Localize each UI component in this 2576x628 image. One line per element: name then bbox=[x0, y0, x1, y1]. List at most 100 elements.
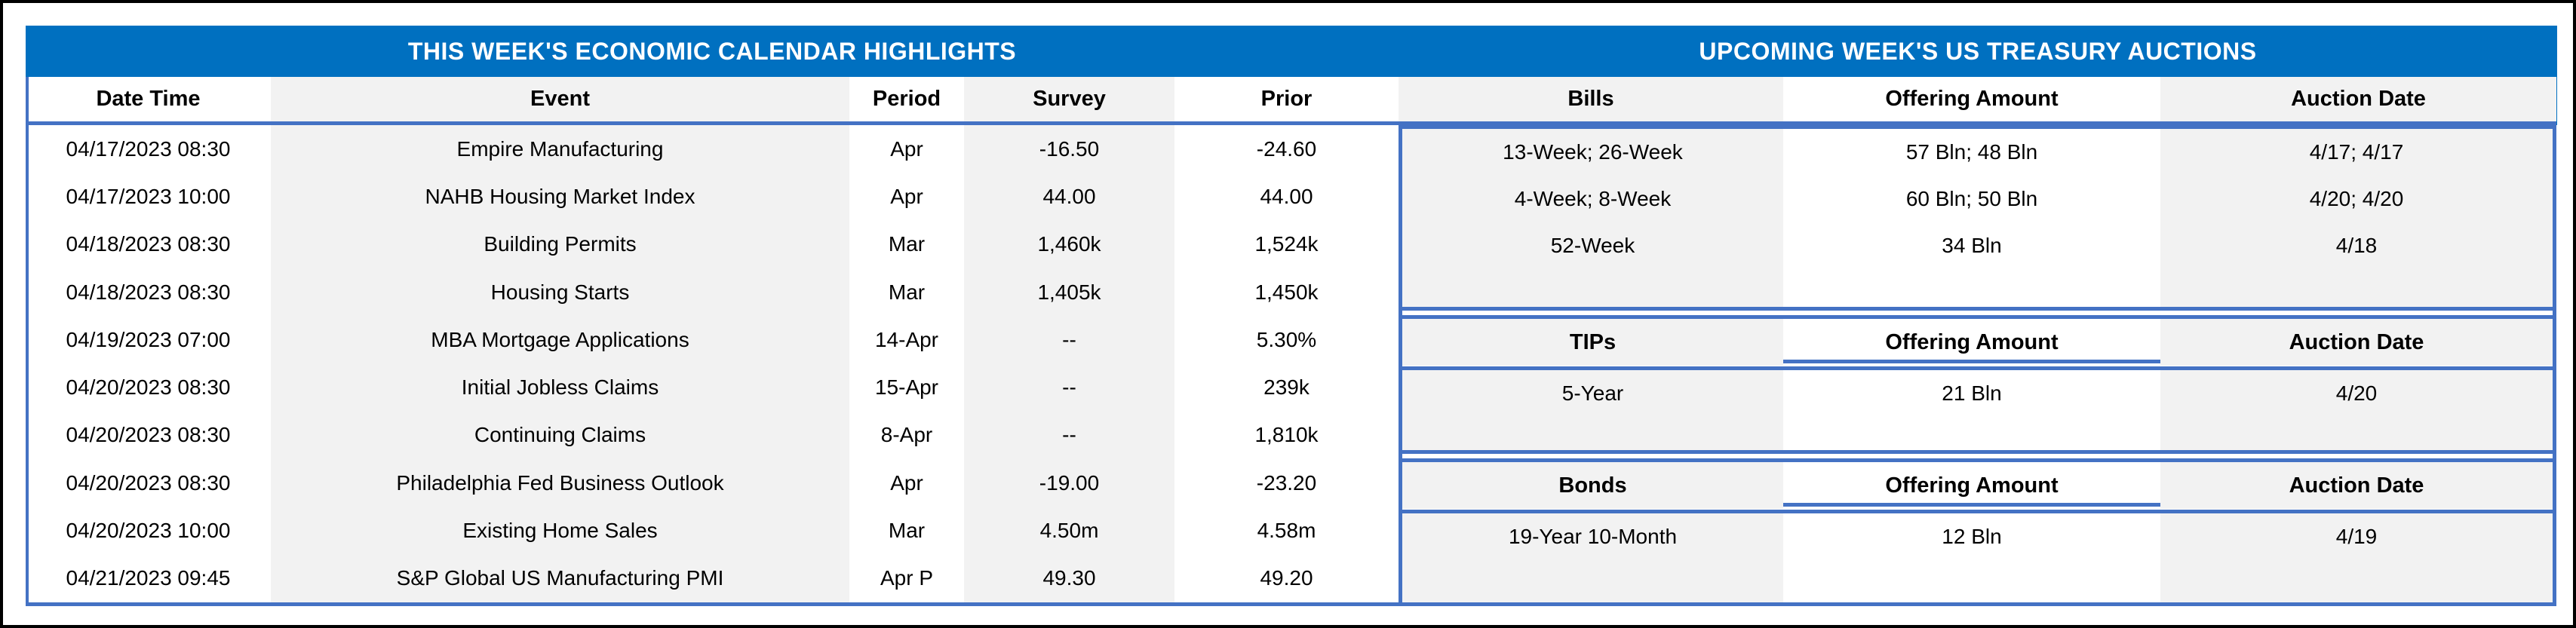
date-time-cell: 04/19/2023 07:00 bbox=[66, 327, 231, 351]
prior-cell: 1,450k bbox=[1254, 280, 1319, 304]
calendar-row: 04/20/2023 08:30 Initial Jobless Claims … bbox=[26, 363, 1399, 412]
survey-cell: -- bbox=[964, 363, 1174, 412]
period-cell: 14-Apr bbox=[874, 327, 939, 351]
prior-cell: -23.20 bbox=[1256, 470, 1317, 495]
event-cell: S&P Global US Manufacturing PMI bbox=[271, 554, 849, 602]
prior-cell: 5.30% bbox=[1256, 327, 1317, 351]
header-underline bbox=[26, 121, 2556, 125]
event-cell: NAHB Housing Market Index bbox=[271, 173, 849, 221]
offering-amount-header: Offering Amount bbox=[1885, 473, 2059, 498]
col-header-period: Period bbox=[872, 87, 941, 111]
table-bottom-border bbox=[26, 602, 2556, 606]
calendar-row: 04/20/2023 10:00 Existing Home Sales Mar… bbox=[26, 507, 1399, 555]
date-time-cell: 04/20/2023 08:30 bbox=[66, 470, 231, 495]
offering-amount-cell: 34 Bln bbox=[1942, 234, 2002, 257]
bills-section: 13-Week; 26-Week 4-Week; 8-Week 52-Week … bbox=[1399, 125, 2556, 311]
calendar-row: 04/18/2023 08:30 Building Permits Mar 1,… bbox=[26, 220, 1399, 268]
header-band: THIS WEEK'S ECONOMIC CALENDAR HIGHLIGHTS… bbox=[26, 26, 2557, 77]
period-cell: Mar bbox=[888, 232, 926, 256]
date-time-cell: 04/18/2023 08:30 bbox=[66, 280, 231, 304]
event-cell: Housing Starts bbox=[271, 268, 849, 317]
auction-date-cell: 4/18 bbox=[2335, 234, 2378, 257]
survey-cell: 4.50m bbox=[964, 507, 1174, 555]
survey-cell: -16.50 bbox=[964, 125, 1174, 173]
event-cell: Initial Jobless Claims bbox=[271, 363, 849, 412]
left-panel-title: THIS WEEK'S ECONOMIC CALENDAR HIGHLIGHTS bbox=[407, 37, 1017, 65]
col-header-date-time: Date Time bbox=[96, 87, 201, 111]
survey-cell: -19.00 bbox=[964, 459, 1174, 507]
auction-date-cell: 4/20; 4/20 bbox=[2309, 187, 2404, 210]
offering-amount-cell: 57 Bln; 48 Bln bbox=[1905, 140, 2038, 164]
survey-cell: 49.30 bbox=[964, 554, 1174, 602]
offering-amount-header: Offering Amount bbox=[1885, 329, 2059, 354]
event-cell: Continuing Claims bbox=[271, 411, 849, 460]
tips-header-label: TIPs bbox=[1569, 329, 1617, 354]
survey-cell: -- bbox=[964, 411, 1174, 460]
calendar-row: 04/21/2023 09:45 S&P Global US Manufactu… bbox=[26, 554, 1399, 602]
security-cell: 5-Year bbox=[1561, 381, 1624, 405]
prior-cell: -24.60 bbox=[1256, 136, 1317, 161]
col-header-offering-amount: Offering Amount bbox=[1885, 87, 2059, 111]
offering-amount-cell: 21 Bln bbox=[1942, 381, 2002, 405]
event-cell: Existing Home Sales bbox=[271, 507, 849, 555]
auction-date-cell: 4/19 bbox=[2335, 525, 2378, 548]
auction-date-header: Auction Date bbox=[2289, 473, 2424, 498]
bonds-header-row: Bonds Offering Amount Auction Date bbox=[1399, 458, 2556, 509]
date-time-cell: 04/17/2023 08:30 bbox=[66, 136, 231, 161]
prior-cell: 4.58m bbox=[1257, 519, 1316, 543]
calendar-row: 04/17/2023 10:00 NAHB Housing Market Ind… bbox=[26, 173, 1399, 221]
bills-security-column: 13-Week; 26-Week 4-Week; 8-Week 52-Week bbox=[1402, 129, 1783, 307]
bonds-section: 19-Year 10-Month 12 Bln 4/19 bbox=[1399, 510, 2556, 606]
section-divider-line bbox=[1399, 125, 1402, 602]
bills-date-column: 4/17; 4/17 4/20; 4/20 4/18 bbox=[2160, 129, 2553, 307]
period-cell: Mar bbox=[888, 280, 926, 304]
calendar-row: 04/17/2023 08:30 Empire Manufacturing Ap… bbox=[26, 125, 1399, 173]
col-header-event: Event bbox=[271, 77, 849, 121]
bills-amount-column: 57 Bln; 48 Bln 60 Bln; 50 Bln 34 Bln bbox=[1783, 129, 2160, 307]
security-cell: 52-Week bbox=[1550, 234, 1635, 257]
survey-cell: 44.00 bbox=[964, 173, 1174, 221]
event-cell: Philadelphia Fed Business Outlook bbox=[271, 459, 849, 507]
tips-header-row: TIPs Offering Amount Auction Date bbox=[1399, 315, 2556, 366]
col-header-bills: Bills bbox=[1399, 77, 1783, 121]
date-time-cell: 04/17/2023 10:00 bbox=[66, 184, 231, 208]
security-cell: 13-Week; 26-Week bbox=[1503, 140, 1683, 164]
auction-date-cell: 4/20 bbox=[2335, 381, 2378, 405]
table-left-border bbox=[26, 77, 29, 602]
survey-cell: -- bbox=[964, 316, 1174, 364]
prior-cell: 239k bbox=[1263, 375, 1309, 400]
calendar-row: 04/20/2023 08:30 Continuing Claims 8-Apr… bbox=[26, 411, 1399, 460]
auction-date-header: Auction Date bbox=[2289, 329, 2424, 354]
security-cell: 19-Year 10-Month bbox=[1508, 525, 1678, 548]
table-header-row: Date Time Event Period Survey Prior Bill… bbox=[26, 77, 2556, 121]
period-cell: Apr bbox=[890, 136, 923, 161]
prior-cell: 49.20 bbox=[1260, 566, 1313, 590]
event-cell: MBA Mortgage Applications bbox=[271, 316, 849, 364]
bonds-header-label: Bonds bbox=[1558, 473, 1627, 498]
date-time-cell: 04/20/2023 08:30 bbox=[66, 375, 231, 400]
prior-cell: 1,810k bbox=[1254, 423, 1319, 447]
col-header-survey: Survey bbox=[964, 77, 1174, 121]
economic-calendar-body: 04/17/2023 08:30 Empire Manufacturing Ap… bbox=[26, 125, 1399, 602]
period-cell: Apr bbox=[890, 470, 923, 495]
period-cell: Mar bbox=[888, 519, 926, 543]
period-cell: Apr P bbox=[880, 566, 934, 590]
period-cell: Apr bbox=[890, 184, 923, 208]
security-cell: 4-Week; 8-Week bbox=[1514, 187, 1672, 210]
right-panel-title: UPCOMING WEEK'S US TREASURY AUCTIONS bbox=[1699, 37, 2257, 65]
offering-amount-cell: 60 Bln; 50 Bln bbox=[1905, 187, 2038, 210]
event-cell: Empire Manufacturing bbox=[271, 125, 849, 173]
calendar-row: 04/19/2023 07:00 MBA Mortgage Applicatio… bbox=[26, 316, 1399, 364]
calendar-row: 04/20/2023 08:30 Philadelphia Fed Busine… bbox=[26, 459, 1399, 507]
event-cell: Building Permits bbox=[271, 220, 849, 268]
auction-date-cell: 4/17; 4/17 bbox=[2309, 140, 2404, 164]
period-cell: 15-Apr bbox=[874, 375, 939, 400]
date-time-cell: 04/20/2023 08:30 bbox=[66, 423, 231, 447]
date-time-cell: 04/21/2023 09:45 bbox=[66, 566, 231, 590]
calendar-row: 04/18/2023 08:30 Housing Starts Mar 1,40… bbox=[26, 268, 1399, 317]
col-header-prior: Prior bbox=[1260, 87, 1313, 111]
survey-cell: 1,460k bbox=[964, 220, 1174, 268]
tips-section: 5-Year 21 Bln 4/20 bbox=[1399, 366, 2556, 454]
date-time-cell: 04/20/2023 10:00 bbox=[66, 519, 231, 543]
